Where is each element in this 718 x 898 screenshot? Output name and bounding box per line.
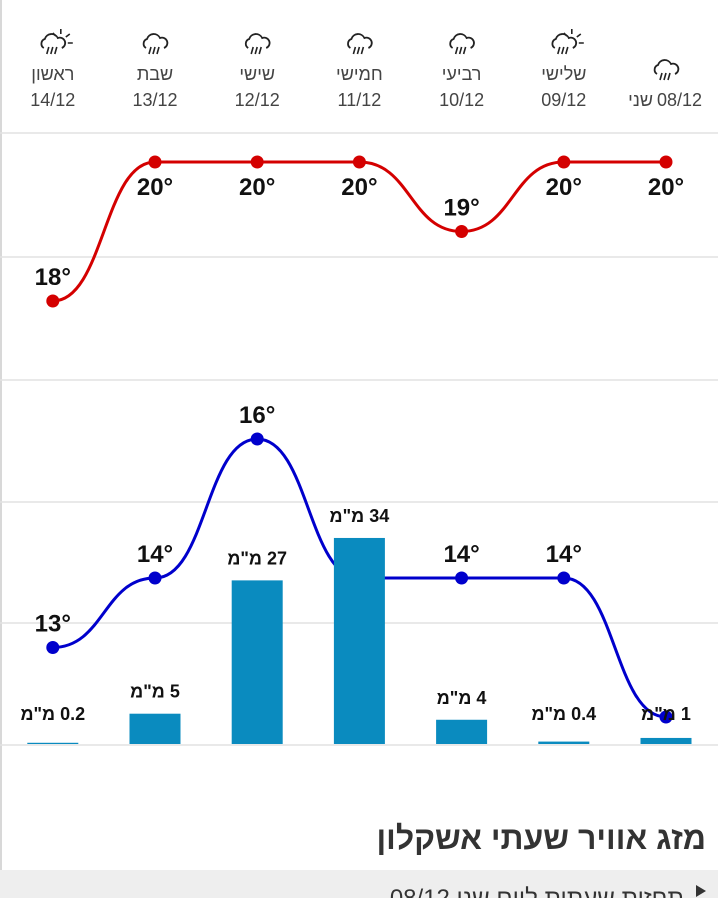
rain-drops xyxy=(148,46,160,55)
cloud xyxy=(347,33,373,49)
rain-label: 1 מ"מ xyxy=(641,704,691,724)
date: 10/12 xyxy=(439,90,484,110)
rain-label: 34 מ"מ xyxy=(330,506,390,526)
rain-drops xyxy=(250,46,262,55)
temp-label: 20° xyxy=(648,174,684,201)
rain-label: 27 מ"מ xyxy=(227,548,287,568)
temp-point xyxy=(455,571,469,585)
temp-label: 18° xyxy=(35,264,71,291)
sun-rays xyxy=(563,29,584,44)
temp-point xyxy=(557,571,571,585)
weather-icon xyxy=(551,29,584,55)
date: 09/12 xyxy=(541,90,586,110)
rain-label: 0.2 מ"מ xyxy=(20,704,85,724)
cloud xyxy=(551,33,578,49)
cloud xyxy=(449,33,475,49)
cloud xyxy=(653,59,680,75)
rain-bar xyxy=(640,737,692,744)
temp-point xyxy=(250,155,264,169)
rain-bar xyxy=(27,742,79,744)
rain-bar xyxy=(538,741,590,744)
temp-label: 13° xyxy=(35,611,71,638)
date: 14/12 xyxy=(30,90,75,110)
weather-icon xyxy=(244,33,271,55)
day-name: חמישי xyxy=(336,64,383,84)
temp-point xyxy=(148,155,162,169)
temp-point xyxy=(557,155,571,169)
weather-icon xyxy=(653,59,680,81)
cloud xyxy=(40,33,67,49)
temp-point xyxy=(46,294,60,308)
day-name: שישי xyxy=(239,64,275,84)
temp-label: 20° xyxy=(341,174,377,201)
temp-point xyxy=(148,571,162,585)
temp-point xyxy=(455,225,469,238)
rain-label: 5 מ"מ xyxy=(130,682,180,702)
temp-label: 16° xyxy=(239,402,275,429)
expand-arrow xyxy=(696,885,706,897)
rain-drops xyxy=(557,46,569,55)
date: 13/12 xyxy=(132,90,177,110)
temp-label: 20° xyxy=(239,174,275,201)
date: 12/12 xyxy=(235,90,280,110)
cloud xyxy=(244,33,271,49)
weather-icon xyxy=(142,33,169,55)
rain-drops xyxy=(454,46,467,55)
rain-drops xyxy=(352,46,365,55)
day-name: שלישי xyxy=(541,64,586,84)
day-name: רביעי xyxy=(442,64,482,84)
hourly-link[interactable]: תחזית שעתית ליום שני 08/12 xyxy=(390,885,684,898)
weather-icon xyxy=(40,29,73,55)
temp-point xyxy=(659,155,673,169)
date: 08/12 xyxy=(657,90,702,110)
rain-drops xyxy=(46,46,58,55)
rain-bar xyxy=(436,719,488,744)
day-name: שני xyxy=(628,90,653,110)
rain-label: 4 מ"מ xyxy=(437,688,487,708)
temp-point xyxy=(250,432,264,446)
temp-label: 20° xyxy=(546,174,582,201)
temp-point xyxy=(659,710,673,724)
hourly-bar[interactable] xyxy=(0,870,718,898)
section-title: מזג אוויר שעתי אשקלון xyxy=(377,820,707,856)
temp-label: 19° xyxy=(443,195,479,222)
temp-label: 20° xyxy=(137,174,173,201)
weather-icon xyxy=(347,33,373,55)
temp-label: 14° xyxy=(546,541,582,568)
temp-point xyxy=(46,641,60,654)
weather-icon xyxy=(449,33,475,55)
sun-rays xyxy=(52,29,73,44)
temp-label: 14° xyxy=(137,541,173,568)
cloud xyxy=(142,33,169,49)
date: 11/12 xyxy=(338,90,382,110)
temp-label: 14° xyxy=(443,541,479,568)
rain-bar xyxy=(333,537,385,744)
temp-point xyxy=(352,155,366,169)
rain-bar xyxy=(231,580,283,744)
day-name: שבת xyxy=(137,64,173,84)
rain-bar xyxy=(129,713,181,744)
rain-label: 0.4 מ"מ xyxy=(531,704,596,724)
day-name: ראשון xyxy=(31,64,74,84)
rain-drops xyxy=(659,72,671,81)
